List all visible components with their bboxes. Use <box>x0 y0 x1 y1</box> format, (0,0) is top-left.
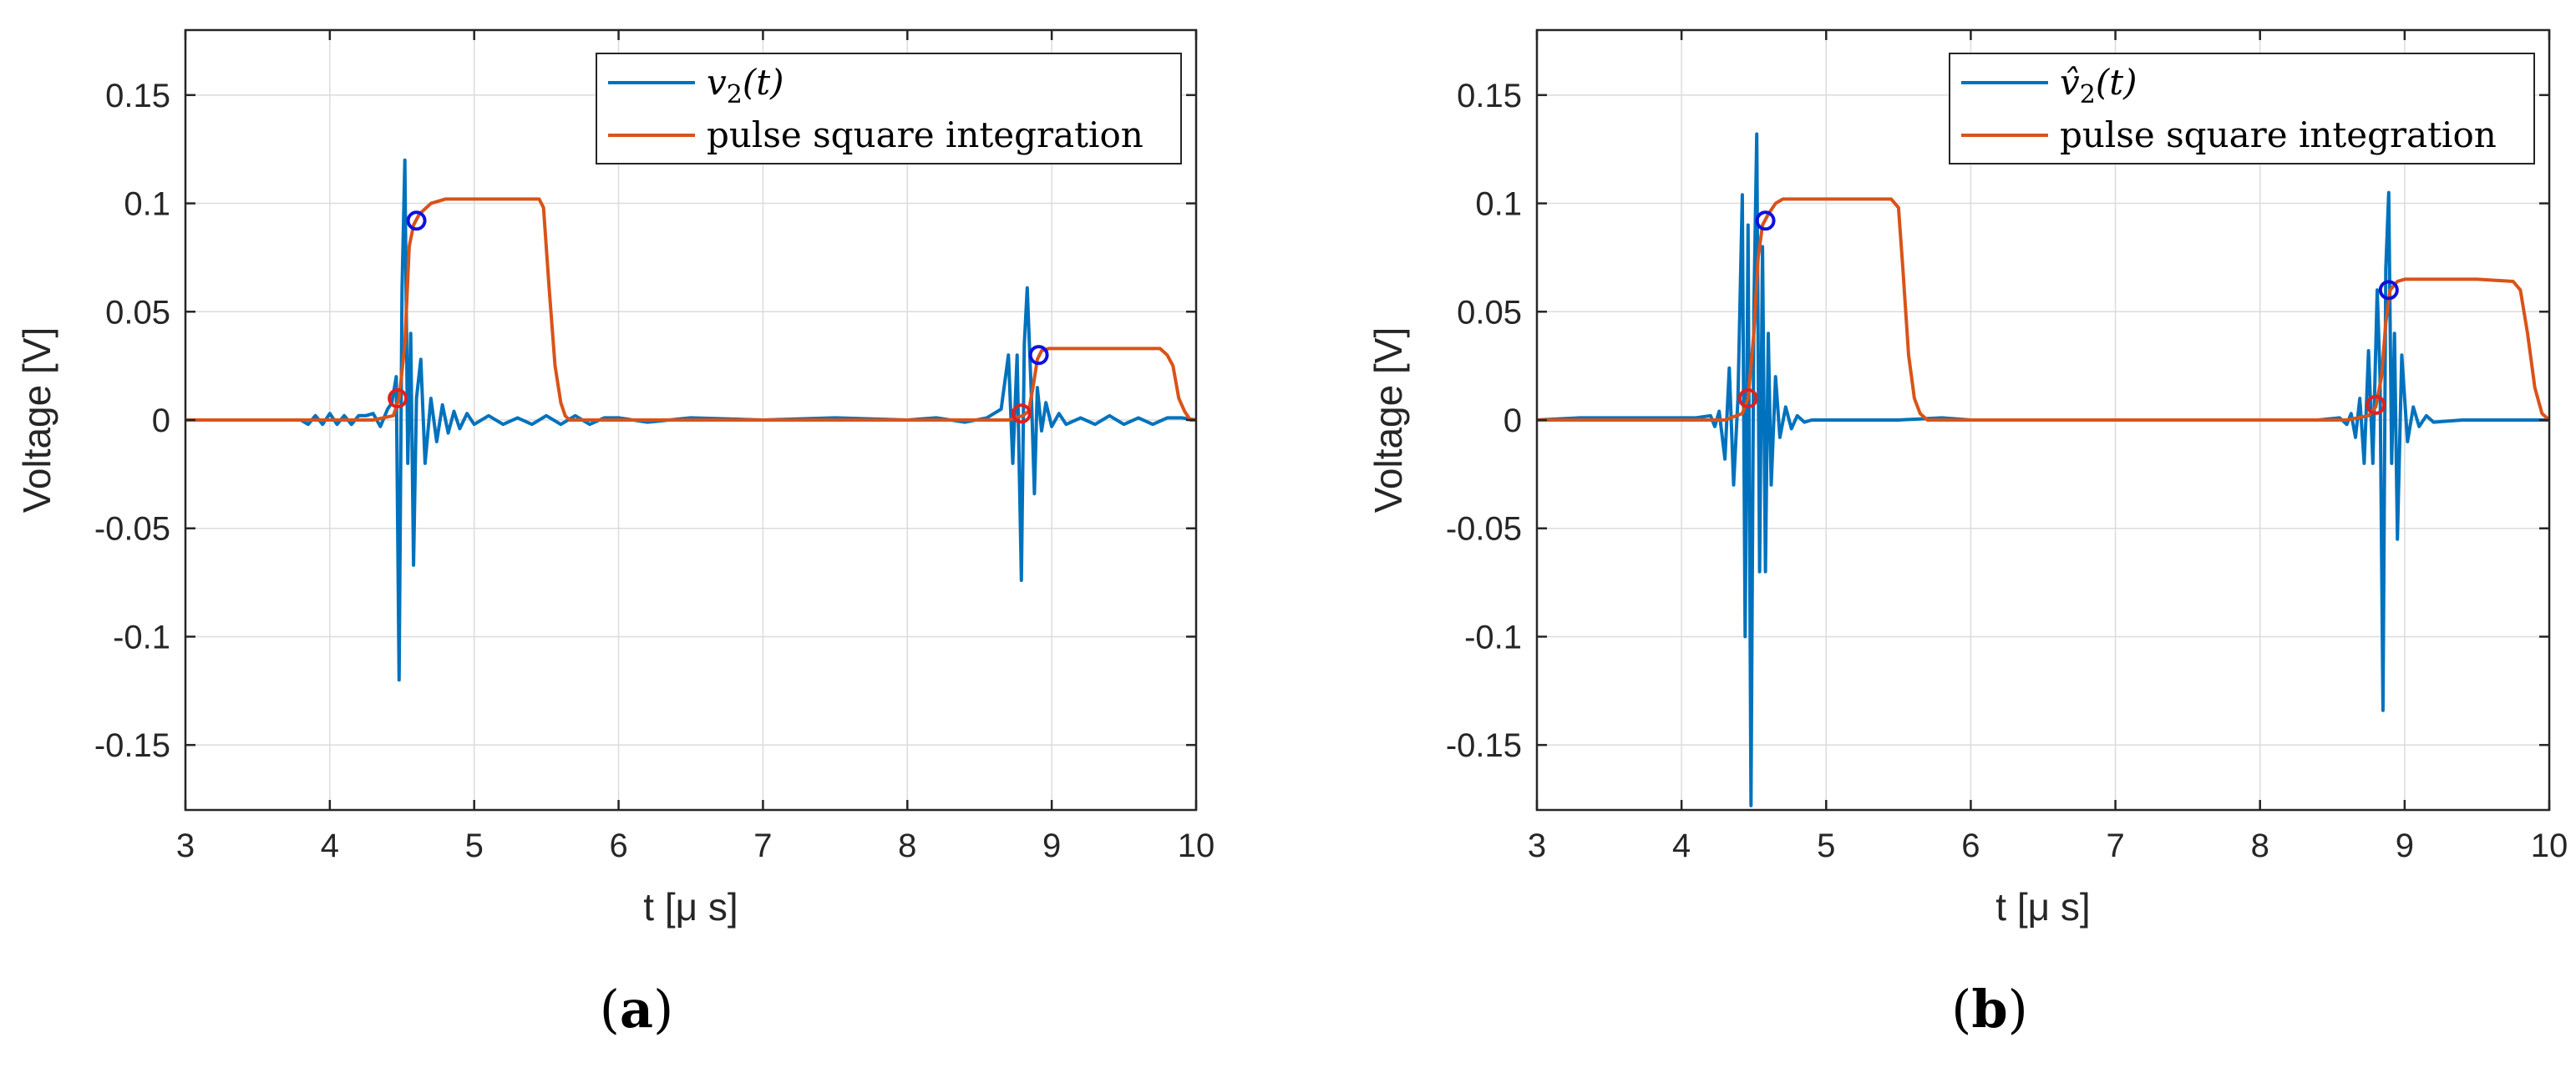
marker-circle <box>1011 403 1032 424</box>
x-tick-label: 8 <box>898 828 916 864</box>
y-tick-label: -0.1 <box>113 619 170 655</box>
legend-entry-integration: pulse square integration <box>2060 114 2497 155</box>
panel-label-a: (a) <box>600 979 674 1040</box>
legend: v2(t) pulse square integration <box>596 53 1182 165</box>
x-tick-label: 6 <box>1961 828 1980 864</box>
marker-circle <box>1028 345 1049 366</box>
x-tick-label: 4 <box>321 828 339 864</box>
legend-entry-integration: pulse square integration <box>707 114 1143 155</box>
y-tick-label: -0.15 <box>1446 727 1522 764</box>
series-line-signal <box>1536 132 2549 807</box>
y-tick-label: 0.15 <box>1457 78 1522 114</box>
x-tick-label: 7 <box>753 828 772 864</box>
chart-panel-b: 3 4 5 6 7 8 9 10 0.15 0.1 0.05 0 -0.05 -0.1 -0.15 t [μ… <box>1367 28 2568 1040</box>
x-tick-label: 5 <box>1817 828 1835 864</box>
chart-panel-a: 3 4 5 6 7 8 9 10 0.15 0.1 0.05 0 -0.05 -0.1 -0.15 t [μ… <box>15 28 1215 1040</box>
panel-label-b: (b) <box>1951 979 2028 1040</box>
x-tick-label: 8 <box>2251 828 2269 864</box>
x-tick-label: 5 <box>465 828 484 864</box>
legend-entry-signal: v2(t) <box>707 62 783 109</box>
y-tick-label: -0.1 <box>1464 619 1522 655</box>
y-tick-label: 0.05 <box>1457 294 1522 331</box>
x-tick-label: 10 <box>1178 828 1215 864</box>
y-tick-label: 0 <box>1504 402 1522 439</box>
y-axis-label: Voltage [V] <box>15 327 58 514</box>
x-tick-label: 3 <box>1528 828 1546 864</box>
y-tick-label: -0.05 <box>1446 511 1522 548</box>
marker-circle <box>1737 388 1758 409</box>
y-tick-label: 0.1 <box>124 186 170 223</box>
marker-circle <box>388 388 408 409</box>
marker-circle <box>406 210 427 231</box>
x-tick-label: 4 <box>1672 828 1691 864</box>
x-tick-label: 3 <box>176 828 195 864</box>
x-tick-label: 9 <box>2396 828 2414 864</box>
series-line-integration <box>185 197 1196 422</box>
marker-circle <box>2366 394 2386 415</box>
y-tick-label: 0.15 <box>105 78 170 114</box>
y-tick-label: -0.15 <box>94 727 170 764</box>
x-axis-label: t [μ s] <box>1995 885 2090 929</box>
x-axis-label: t [μ s] <box>643 885 738 929</box>
marker-circle <box>2378 280 2399 301</box>
marker-circle <box>1755 210 1776 231</box>
y-tick-label: -0.05 <box>94 511 170 548</box>
y-tick-label: 0.05 <box>105 294 170 331</box>
y-tick-label: 0.1 <box>1475 186 1522 223</box>
y-tick-label: 0 <box>152 402 170 439</box>
x-tick-label: 6 <box>609 828 627 864</box>
legend: v̂2(t) pulse square integration <box>1949 53 2535 165</box>
x-tick-label: 9 <box>1042 828 1061 864</box>
x-tick-label: 10 <box>2531 828 2568 864</box>
legend-entry-signal: v̂2(t) <box>2060 62 2137 109</box>
series-line-integration <box>1537 197 2551 422</box>
x-tick-label: 7 <box>2106 828 2124 864</box>
y-axis-label: Voltage [V] <box>1367 327 1410 514</box>
